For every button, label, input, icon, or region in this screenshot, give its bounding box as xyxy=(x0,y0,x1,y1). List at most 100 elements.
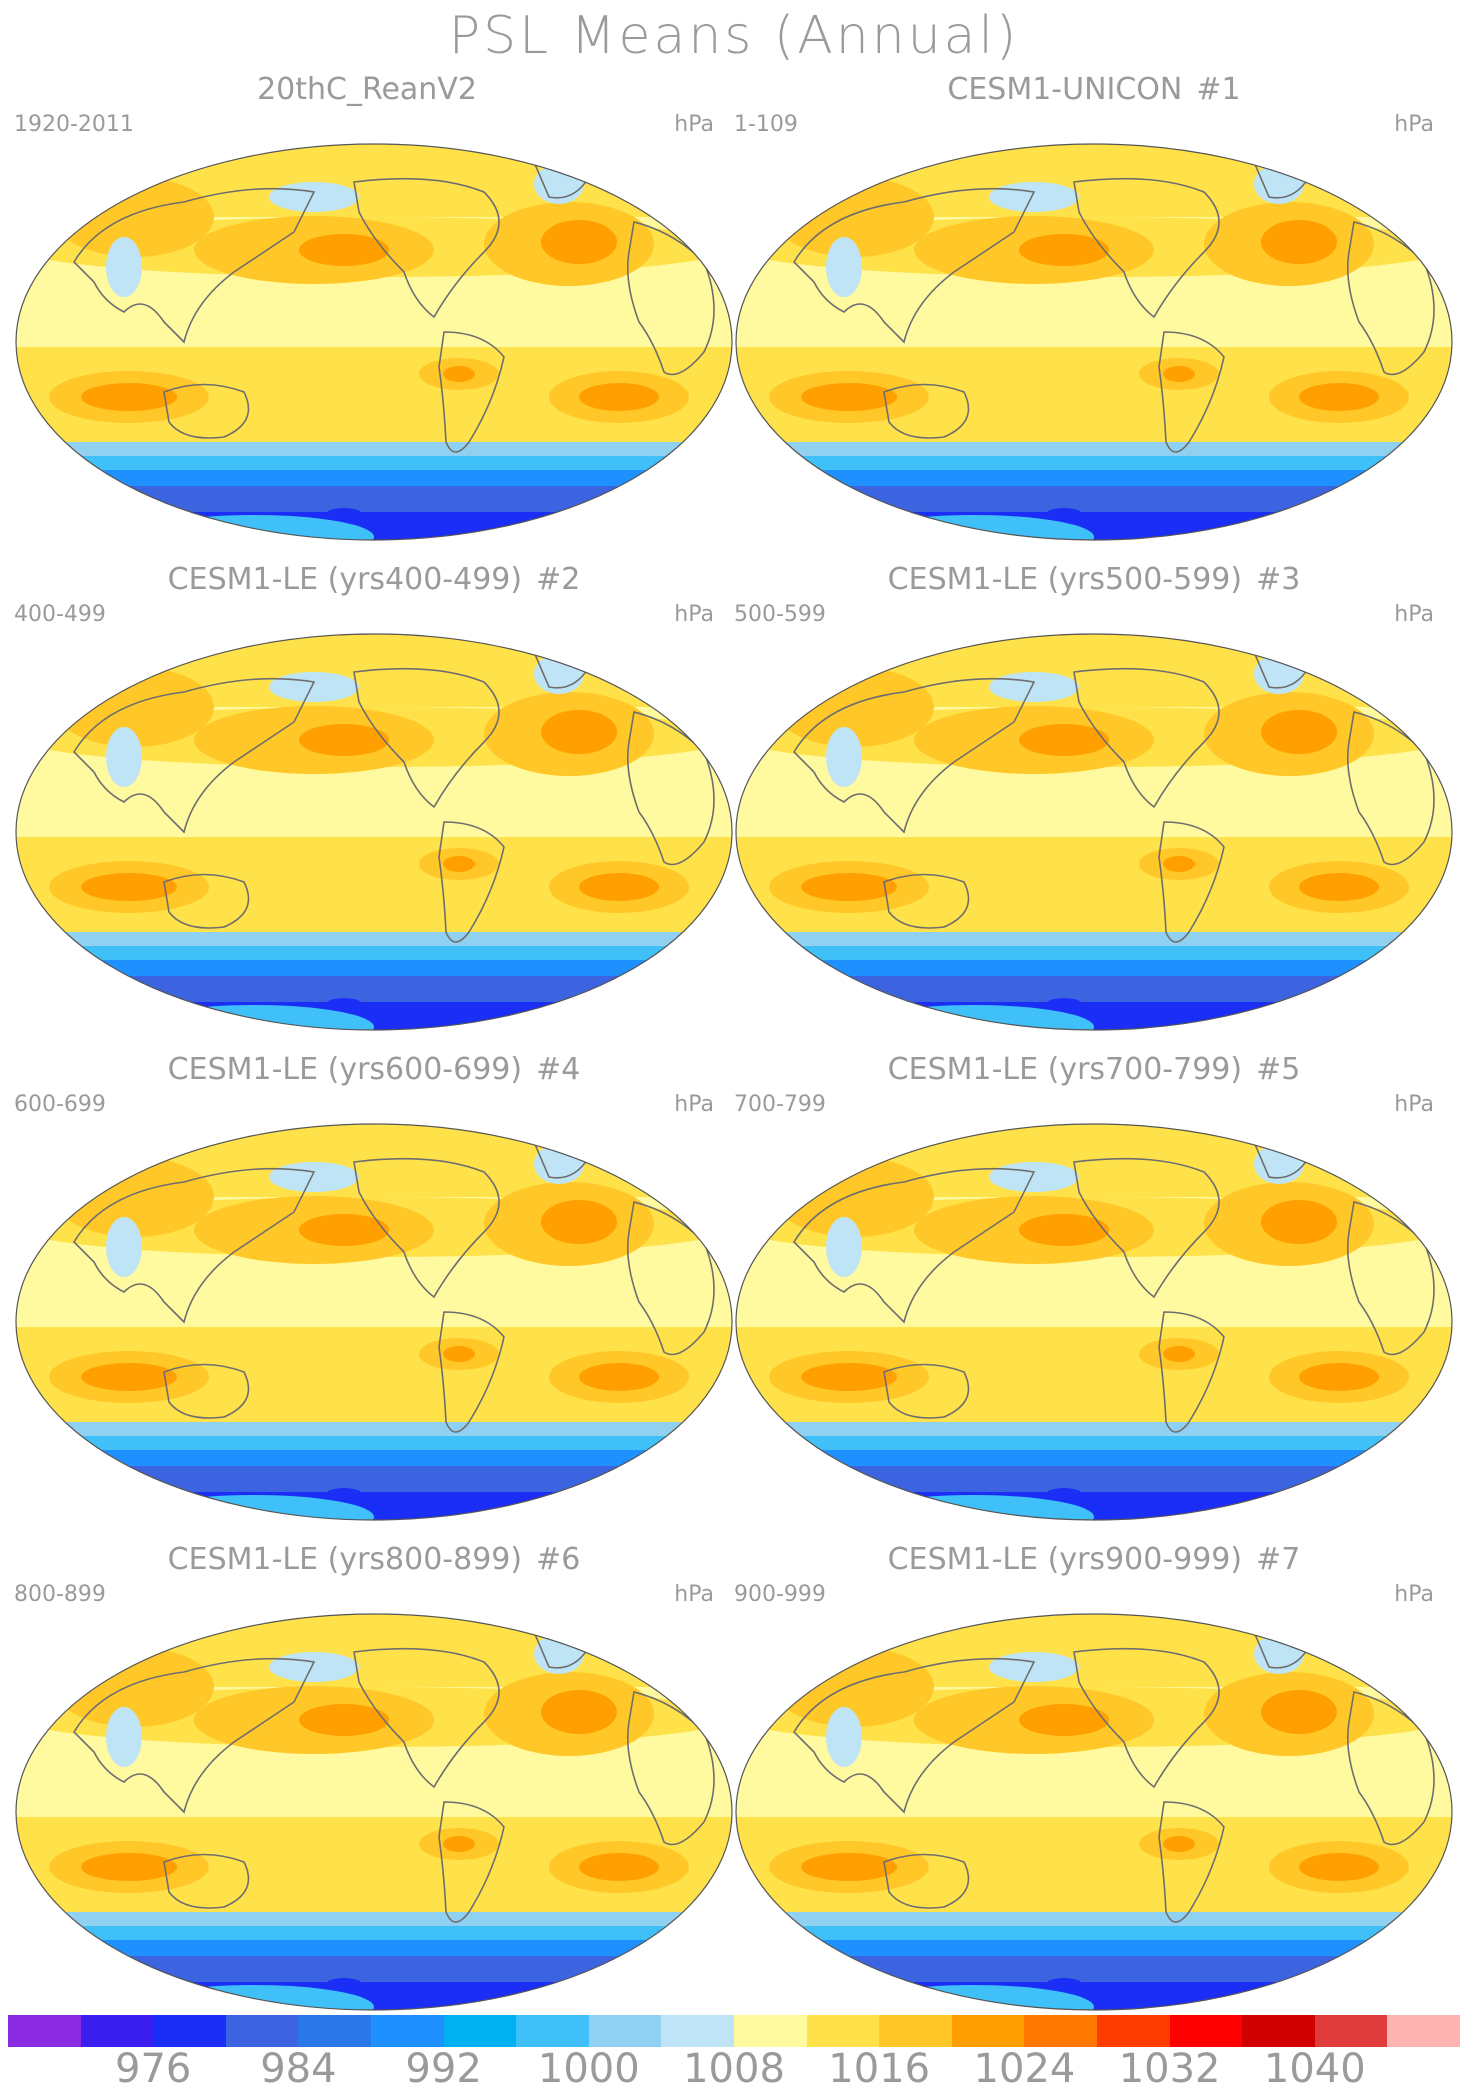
panel-units: hPa xyxy=(1394,602,1434,627)
coastline xyxy=(792,1167,1036,1324)
coastline xyxy=(1073,1647,1220,1789)
panel-title-text: CESM1-LE (yrs600-699) xyxy=(167,1052,523,1087)
map-panel: CESM1-LE (yrs700-799) #5 700-799 hPa xyxy=(734,1052,1454,1522)
panel-period: 1920-2011 xyxy=(14,112,134,137)
colorbar xyxy=(8,2015,1461,2047)
coastline xyxy=(438,331,505,453)
colorbar-segment xyxy=(879,2015,953,2047)
coastline xyxy=(792,677,1036,834)
map-panel: CESM1-LE (yrs600-699) #4 600-699 hPa xyxy=(14,1052,734,1522)
colorbar-segment xyxy=(298,2015,372,2047)
map-panel: CESM1-LE (yrs800-899) #6 800-899 hPa xyxy=(14,1542,734,2012)
map-border xyxy=(735,1123,1453,1521)
coastline xyxy=(353,1647,500,1789)
psl-map xyxy=(735,143,1453,541)
panel-title: 20thC_ReanV2 xyxy=(14,72,734,107)
coastline xyxy=(1158,1311,1225,1433)
colorbar-segment xyxy=(1097,2015,1171,2047)
coastline xyxy=(72,1167,316,1324)
coastline xyxy=(438,1311,505,1433)
colorbar-segment xyxy=(1387,2015,1461,2047)
panel-title-text: CESM1-LE (yrs700-799) xyxy=(887,1052,1243,1087)
colorbar-labels: 976 984 992 1000 1008 1016 1024 1032 1040 xyxy=(8,2046,1460,2094)
panel-title: CESM1-LE (yrs500-599) #3 xyxy=(734,562,1454,597)
coastline xyxy=(1073,1157,1220,1299)
map-panel: 20thC_ReanV2 1920-2011 hPa xyxy=(14,72,734,542)
coastline xyxy=(72,187,316,344)
colorbar-label: 984 xyxy=(260,2046,337,2092)
panel-title-text: CESM1-UNICON xyxy=(947,72,1183,107)
coastline xyxy=(353,667,500,809)
psl-map xyxy=(15,1613,733,2011)
colorbar-label: 1032 xyxy=(1118,2046,1221,2092)
colorbar-segment xyxy=(806,2015,880,2047)
panel-title-text: CESM1-LE (yrs400-499) xyxy=(167,562,523,597)
colorbar-segment xyxy=(1242,2015,1316,2047)
figure-title: PSL Means (Annual) xyxy=(448,6,1020,66)
panel-period: 500-599 xyxy=(734,602,826,627)
panel-title-text: CESM1-LE (yrs500-599) xyxy=(887,562,1243,597)
map-border xyxy=(735,143,1453,541)
colorbar-segment xyxy=(516,2015,590,2047)
map-panel: CESM1-UNICON #1 1-109 hPa xyxy=(734,72,1454,542)
colorbar-segment xyxy=(661,2015,735,2047)
panel-period: 1-109 xyxy=(734,112,798,137)
psl-map xyxy=(15,143,733,541)
colorbar-segment xyxy=(951,2015,1025,2047)
coastline xyxy=(883,1853,970,1909)
panel-number: #5 xyxy=(1256,1052,1301,1087)
colorbar-segment xyxy=(371,2015,445,2047)
coastline xyxy=(792,187,1036,344)
panel-number: #1 xyxy=(1196,72,1241,107)
coastline xyxy=(72,1657,316,1814)
panel-title-text: 20thC_ReanV2 xyxy=(257,72,477,107)
coastline xyxy=(792,1657,1036,1814)
colorbar-segment xyxy=(225,2015,299,2047)
coastline xyxy=(438,821,505,943)
psl-field xyxy=(736,1614,1452,2010)
coastline xyxy=(1158,1801,1225,1923)
psl-map xyxy=(15,633,733,1031)
panel-number: #6 xyxy=(536,1542,581,1577)
colorbar-segment xyxy=(443,2015,517,2047)
panel-title: CESM1-UNICON #1 xyxy=(734,72,1454,107)
colorbar-segment xyxy=(1169,2015,1243,2047)
colorbar-label: 976 xyxy=(115,2046,192,2092)
panel-units: hPa xyxy=(674,1582,714,1607)
panel-title: CESM1-LE (yrs400-499) #2 xyxy=(14,562,734,597)
map-panel: CESM1-LE (yrs900-999) #7 900-999 hPa xyxy=(734,1542,1454,2012)
colorbar-segment xyxy=(153,2015,227,2047)
map-border xyxy=(15,1123,733,1521)
map-border xyxy=(735,1613,1453,2011)
panel-units: hPa xyxy=(1394,1582,1434,1607)
colorbar-label: 1008 xyxy=(683,2046,785,2092)
colorbar-segment xyxy=(734,2015,808,2047)
map-border xyxy=(15,143,733,541)
panel-title: CESM1-LE (yrs800-899) #6 xyxy=(14,1542,734,1577)
coastline xyxy=(1158,821,1225,943)
colorbar-segment xyxy=(588,2015,662,2047)
coastline xyxy=(883,1363,970,1419)
panel-title-text: CESM1-LE (yrs900-999) xyxy=(887,1542,1243,1577)
panel-units: hPa xyxy=(1394,112,1434,137)
coastline xyxy=(353,1157,500,1299)
panel-period: 900-999 xyxy=(734,1582,826,1607)
colorbar-label: 1000 xyxy=(537,2046,640,2092)
map-panel: CESM1-LE (yrs500-599) #3 500-599 hPa xyxy=(734,562,1454,1032)
panel-units: hPa xyxy=(674,1092,714,1117)
coastline xyxy=(163,1853,250,1909)
panel-title-text: CESM1-LE (yrs800-899) xyxy=(167,1542,523,1577)
coastline xyxy=(163,873,250,929)
panel-units: hPa xyxy=(674,112,714,137)
panel-number: #3 xyxy=(1256,562,1301,597)
panel-units: hPa xyxy=(1394,1092,1434,1117)
panel-number: #4 xyxy=(536,1052,581,1087)
coastline xyxy=(353,177,500,319)
map-border xyxy=(15,1613,733,2011)
map-panel: CESM1-LE (yrs400-499) #2 400-499 hPa xyxy=(14,562,734,1032)
colorbar-segment xyxy=(8,2015,82,2047)
colorbar-segment xyxy=(1314,2015,1388,2047)
colorbar-label: 1016 xyxy=(828,2046,931,2092)
colorbar-label: 1024 xyxy=(973,2046,1076,2092)
colorbar-segment xyxy=(80,2015,154,2047)
